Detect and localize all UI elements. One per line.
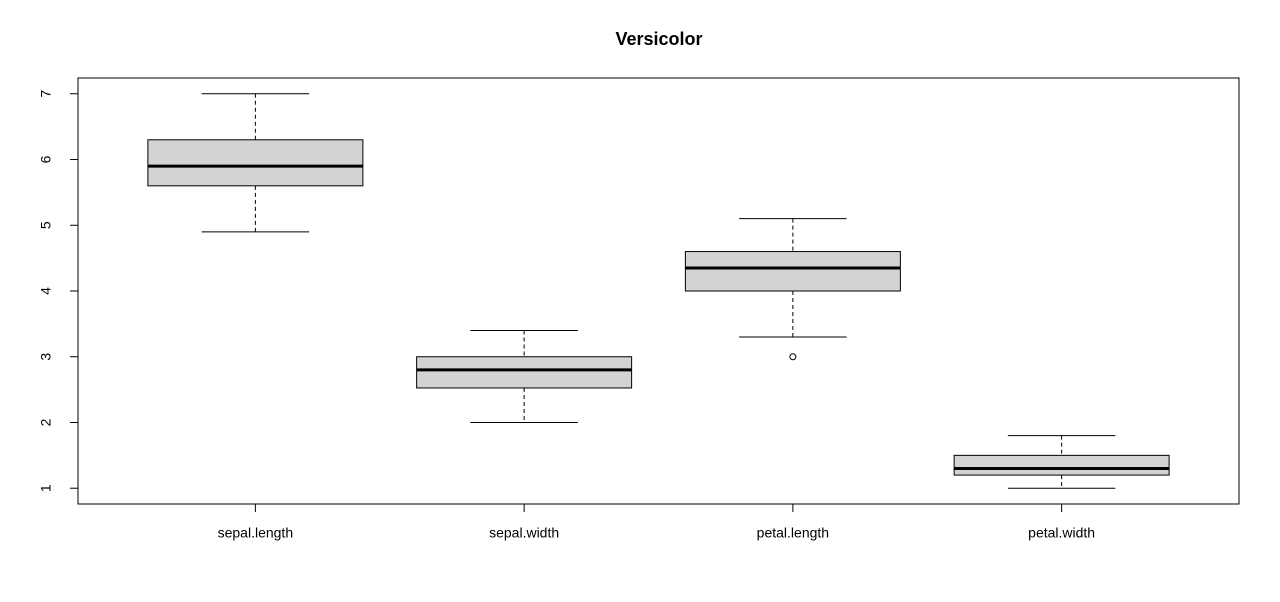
y-tick-label: 7 xyxy=(38,90,54,98)
y-tick-label: 4 xyxy=(38,287,54,295)
chart-title: Versicolor xyxy=(615,29,702,49)
y-tick-label: 6 xyxy=(38,155,54,163)
x-tick-label: sepal.length xyxy=(218,525,294,541)
x-tick-label: sepal.width xyxy=(489,525,559,541)
y-tick-label: 1 xyxy=(38,484,54,492)
box xyxy=(147,139,364,187)
outlier xyxy=(789,353,797,361)
box xyxy=(416,356,633,389)
box xyxy=(953,454,1170,476)
x-tick-label: petal.length xyxy=(757,525,829,541)
x-tick-label: petal.width xyxy=(1028,525,1095,541)
y-tick-label: 5 xyxy=(38,221,54,229)
y-tick-label: 3 xyxy=(38,353,54,361)
y-tick-label: 2 xyxy=(38,418,54,426)
box xyxy=(684,251,901,292)
